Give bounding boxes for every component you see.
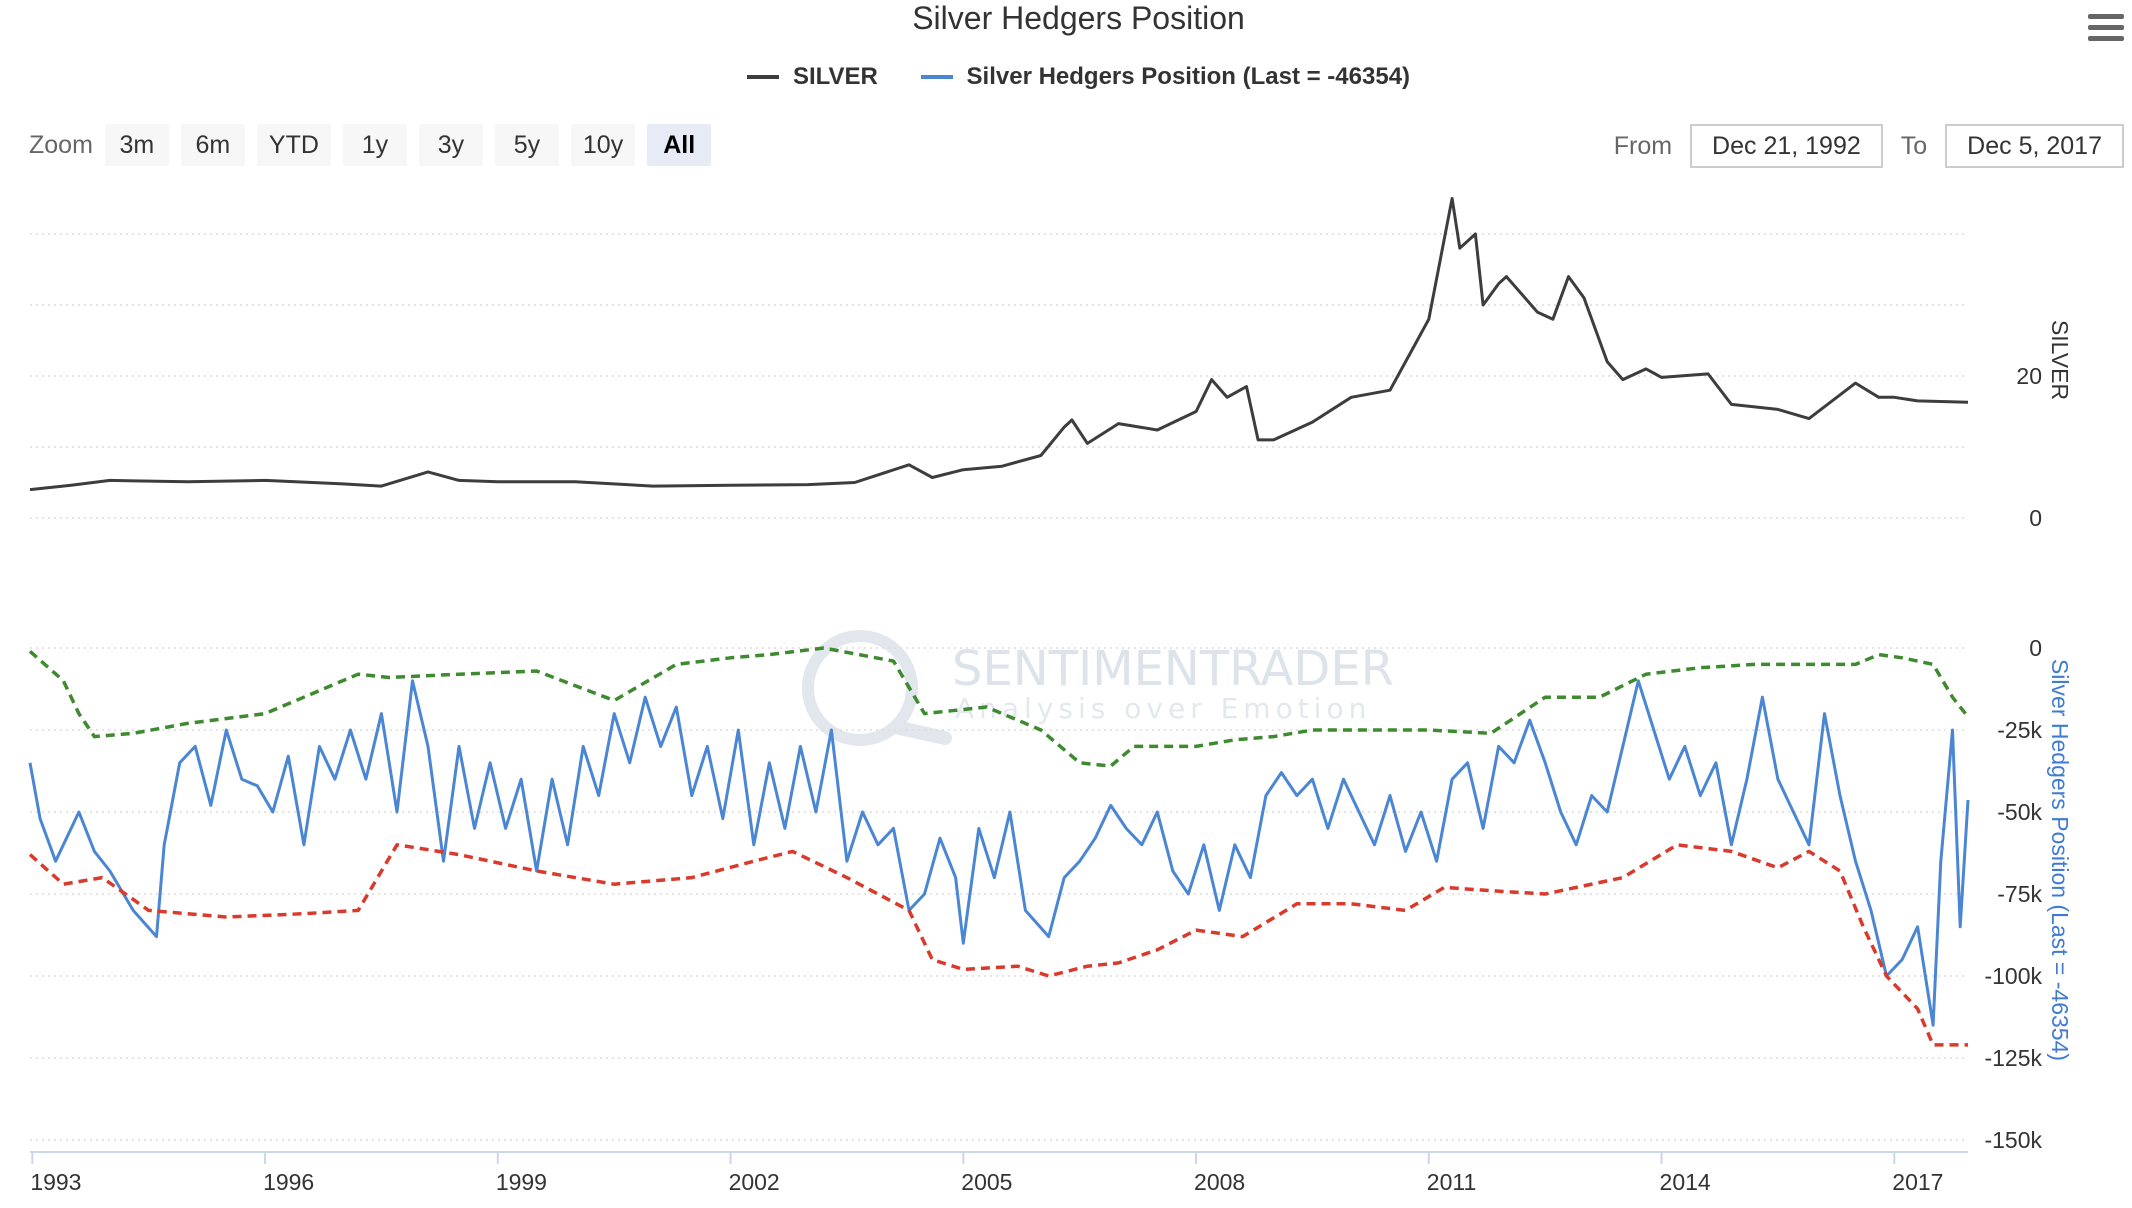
legend-line-hedgers	[920, 75, 953, 79]
y-tick-label: -75k	[1997, 881, 2042, 907]
legend-label-silver: SILVER	[792, 63, 878, 90]
x-tick-label: 2011	[1427, 1169, 1476, 1195]
x-tick-label: 2014	[1660, 1169, 1711, 1195]
watermark-text: SENTIMENTRADER	[952, 641, 1394, 697]
menu-icon[interactable]	[2088, 14, 2124, 44]
legend-item-hedgers[interactable]: Silver Hedgers Position (Last = -46354)	[920, 63, 1411, 91]
date-range: From Dec 21, 1992 To Dec 5, 2017	[1614, 124, 2124, 168]
y-tick-label: -50k	[1997, 799, 2042, 825]
x-tick-label: 2017	[1892, 1169, 1943, 1195]
y-tick-label: -100k	[1984, 963, 2042, 989]
zoom-button-3m[interactable]: 3m	[104, 124, 169, 166]
zoom-button-5y[interactable]: 5y	[494, 124, 559, 166]
watermark-logo	[802, 630, 952, 746]
legend: SILVER Silver Hedgers Position (Last = -…	[0, 58, 2132, 91]
y-tick-label: -125k	[1984, 1045, 2042, 1071]
to-label: To	[1900, 131, 1928, 160]
y-tick-label: 20	[2016, 363, 2042, 389]
series-line-upper-band	[28, 646, 1970, 768]
series-line-lower-band	[28, 843, 1968, 1047]
series-line-silver	[29, 197, 1969, 492]
legend-item-silver[interactable]: SILVER	[746, 63, 878, 91]
x-tick-label: 2008	[1194, 1169, 1245, 1195]
y-axis-title: SILVER	[2047, 320, 2073, 400]
zoom-bar: Zoom 3m 6m YTD 1y 3y 5y 10y All	[29, 124, 723, 166]
y-tick-label: -150k	[1984, 1127, 2042, 1153]
x-tick-label: 2002	[729, 1169, 780, 1195]
to-date-input[interactable]: Dec 5, 2017	[1945, 124, 2124, 168]
y-tick-label: -25k	[1997, 717, 2042, 743]
zoom-button-10y[interactable]: 10y	[570, 124, 636, 166]
chart-title: Silver Hedgers Position	[912, 0, 1245, 36]
x-tick-label: 2005	[961, 1169, 1012, 1195]
y-tick-label: 0	[2029, 505, 2042, 531]
x-tick-label: 1999	[496, 1169, 547, 1195]
from-date-input[interactable]: Dec 21, 1992	[1690, 124, 1883, 168]
x-tick-label: 1993	[30, 1169, 81, 1195]
zoom-button-all[interactable]: All	[647, 124, 712, 166]
zoom-button-1y[interactable]: 1y	[342, 124, 407, 166]
y-tick-label: 0	[2029, 635, 2042, 661]
watermark-subtext: Analysis over Emotion	[955, 692, 1371, 725]
series-line-silver-hedgers-position	[28, 679, 1970, 1027]
y-axis-title: Silver Hedgers Position (Last = -46354)	[2047, 659, 2073, 1061]
x-tick-label: 1996	[263, 1169, 314, 1195]
zoom-button-ytd[interactable]: YTD	[256, 124, 331, 166]
zoom-button-6m[interactable]: 6m	[180, 124, 245, 166]
zoom-button-3y[interactable]: 3y	[418, 124, 483, 166]
legend-label-hedgers: Silver Hedgers Position (Last = -46354)	[966, 63, 1411, 90]
legend-line-silver	[746, 75, 779, 79]
zoom-label: Zoom	[29, 130, 93, 159]
from-label: From	[1613, 131, 1673, 160]
